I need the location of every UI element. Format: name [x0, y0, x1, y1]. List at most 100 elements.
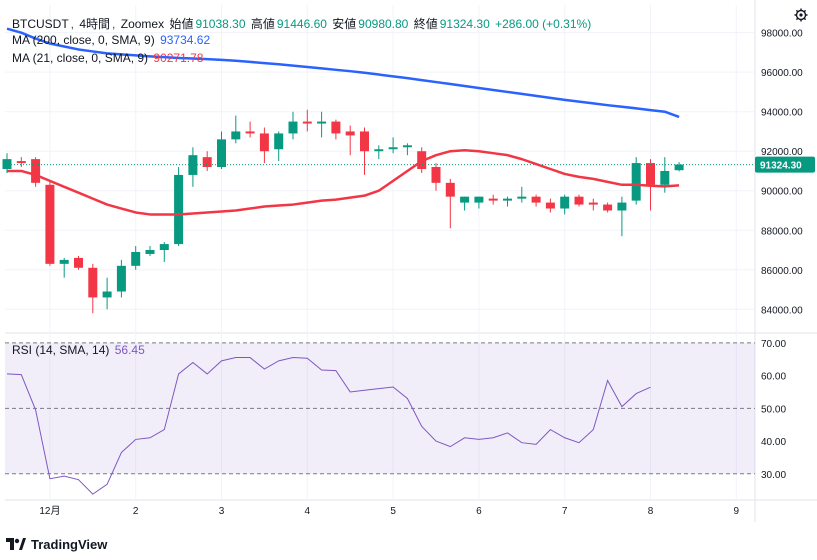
- price-tick-label: 94000.00: [761, 108, 803, 119]
- candle-body: [488, 198, 498, 201]
- candle-body: [588, 202, 598, 205]
- exchange-label: Zoomex: [120, 17, 165, 31]
- change-value: +286.00 (+0.31%): [495, 17, 592, 31]
- price-tick-label: 86000.00: [761, 266, 803, 277]
- candle-body: [131, 251, 141, 266]
- high-label: 高値: [250, 17, 275, 31]
- ma21-value: 90271.78: [153, 51, 204, 65]
- symbol-legend[interactable]: BTCUSDT, 4時間, Zoomex 始値 91038.30 高値 91446.…: [12, 17, 592, 31]
- rsi-tick-label: 60.00: [761, 372, 786, 383]
- rsi-tick-label: 40.00: [761, 437, 786, 448]
- candle-body: [274, 133, 284, 150]
- price-tick-label: 96000.00: [761, 68, 803, 79]
- candle-body: [102, 291, 112, 298]
- candle-body: [45, 184, 55, 264]
- candle-body: [631, 163, 641, 201]
- brand-name: TradingView: [31, 536, 108, 552]
- rsi-band: [5, 342, 755, 475]
- candle-body: [660, 170, 670, 185]
- candle-body: [360, 131, 369, 152]
- candle-body: [74, 257, 83, 268]
- close-value: 91324.30: [439, 17, 490, 31]
- candle-body: [231, 131, 241, 140]
- last-price-badge: [755, 156, 815, 173]
- candle-body: [188, 155, 198, 175]
- symbol-name: BTCUSDT: [12, 17, 69, 31]
- candle-body: [345, 131, 355, 136]
- candle-body: [474, 196, 484, 203]
- candle-body: [445, 182, 455, 197]
- candle-body: [674, 164, 684, 171]
- candle-body: [460, 196, 470, 203]
- candle-body: [374, 149, 384, 152]
- candle-body: [317, 121, 327, 124]
- ma200-line: [6, 27, 680, 119]
- time-tick-label: 9: [734, 506, 740, 517]
- ma21-line: [7, 148, 680, 216]
- last-price-label: 91324.30: [760, 161, 802, 172]
- candle-body: [531, 196, 541, 203]
- close-label: 終値: [413, 17, 438, 31]
- candle-body: [545, 202, 555, 209]
- candle-body: [174, 174, 184, 245]
- rsi-label: RSI (14, SMA, 14): [12, 343, 110, 357]
- candle-body: [503, 198, 512, 201]
- price-tick-label: 90000.00: [761, 187, 803, 198]
- price-axis: 98000.00 96000.00 94000.00 92000.00 90000.00…: [755, 29, 815, 481]
- rsi-tick-label: 30.00: [761, 470, 786, 481]
- gear-icon[interactable]: [794, 8, 808, 22]
- price-tick-label: 98000.00: [761, 29, 803, 40]
- open-label: 始値: [169, 17, 194, 31]
- time-tick-label: 6: [476, 506, 482, 517]
- candle-body: [202, 157, 212, 168]
- candle-body: [402, 145, 412, 148]
- ma21-label: MA (21, close, 0, SMA, 9): [12, 51, 149, 65]
- candle-body: [31, 159, 41, 183]
- open-value: 91038.30: [195, 17, 246, 31]
- candle-body: [603, 204, 613, 211]
- candle-body: [116, 265, 126, 292]
- time-tick-label: 5: [390, 506, 396, 517]
- candle-body: [517, 196, 527, 199]
- price-tick-label: 84000.00: [761, 305, 803, 316]
- low-value: 90980.80: [358, 17, 409, 31]
- interval-label: 4時間: [79, 17, 111, 31]
- time-tick-label: 8: [648, 506, 654, 517]
- time-tick-label: 4: [305, 506, 311, 517]
- candle-body: [617, 202, 627, 211]
- candle-body: [16, 161, 26, 164]
- candle-body: [560, 196, 570, 209]
- low-label: 安値: [332, 17, 357, 31]
- candle-body: [646, 163, 655, 185]
- ma21-legend[interactable]: MA (21, close, 0, SMA, 9) 90271.78: [12, 51, 205, 65]
- candle-body: [431, 167, 441, 183]
- time-tick-label: 2: [133, 506, 139, 517]
- candle-body: [217, 139, 226, 168]
- candles: [2, 109, 755, 314]
- candle-body: [288, 121, 298, 134]
- candle-body: [302, 121, 312, 124]
- candle-body: [259, 133, 269, 152]
- moving-averages: [6, 27, 680, 216]
- candle-body: [59, 259, 69, 264]
- ma200-value: 93734.62: [160, 33, 211, 47]
- candle-body: [245, 131, 255, 134]
- candle-body: [388, 147, 398, 150]
- candle-body: [145, 250, 155, 254]
- ma200-label: MA (200, close, 0, SMA, 9): [12, 33, 155, 47]
- tradingview-logo[interactable]: TradingView: [6, 535, 107, 553]
- candle-body: [574, 196, 584, 205]
- tradingview-icon: [6, 538, 26, 550]
- candle-body: [331, 121, 341, 134]
- candle-body: [159, 244, 169, 251]
- rsi-legend[interactable]: RSI (14, SMA, 14) 56.45: [12, 343, 147, 357]
- ma200-legend[interactable]: MA (200, close, 0, SMA, 9) 93734.62: [12, 33, 212, 47]
- rsi-value: 56.45: [114, 343, 145, 357]
- rsi-tick-label: 70.00: [761, 339, 786, 350]
- rsi-line-path: [6, 357, 651, 495]
- price-tick-label: 88000.00: [761, 226, 803, 237]
- candle-body: [88, 267, 98, 298]
- price-tick-label: 92000.00: [761, 147, 803, 158]
- time-tick-label: 12月: [39, 505, 60, 517]
